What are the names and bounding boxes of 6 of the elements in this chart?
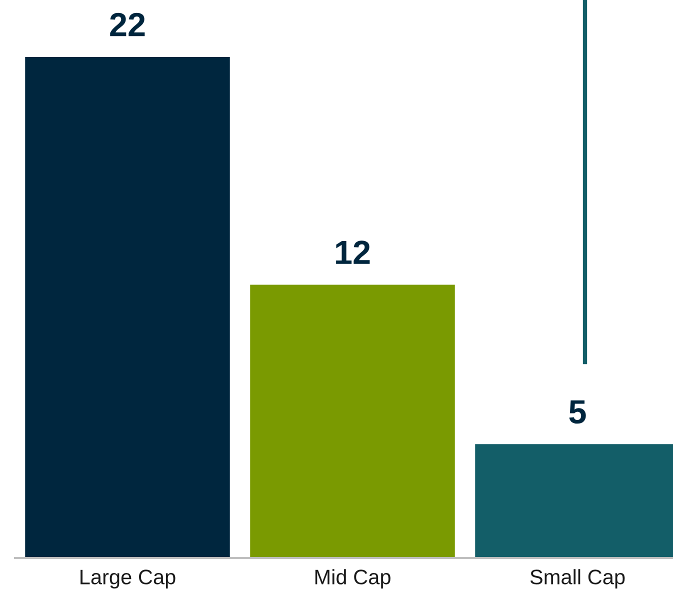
x-tick-label: Small Cap [530,569,625,589]
data-label: 5 [569,400,586,424]
x-tick-label: Large Cap [80,570,176,589]
x-tick-label: Mid Cap [315,569,390,589]
data-label: 12 [336,240,370,264]
data-label: 22 [110,12,145,36]
